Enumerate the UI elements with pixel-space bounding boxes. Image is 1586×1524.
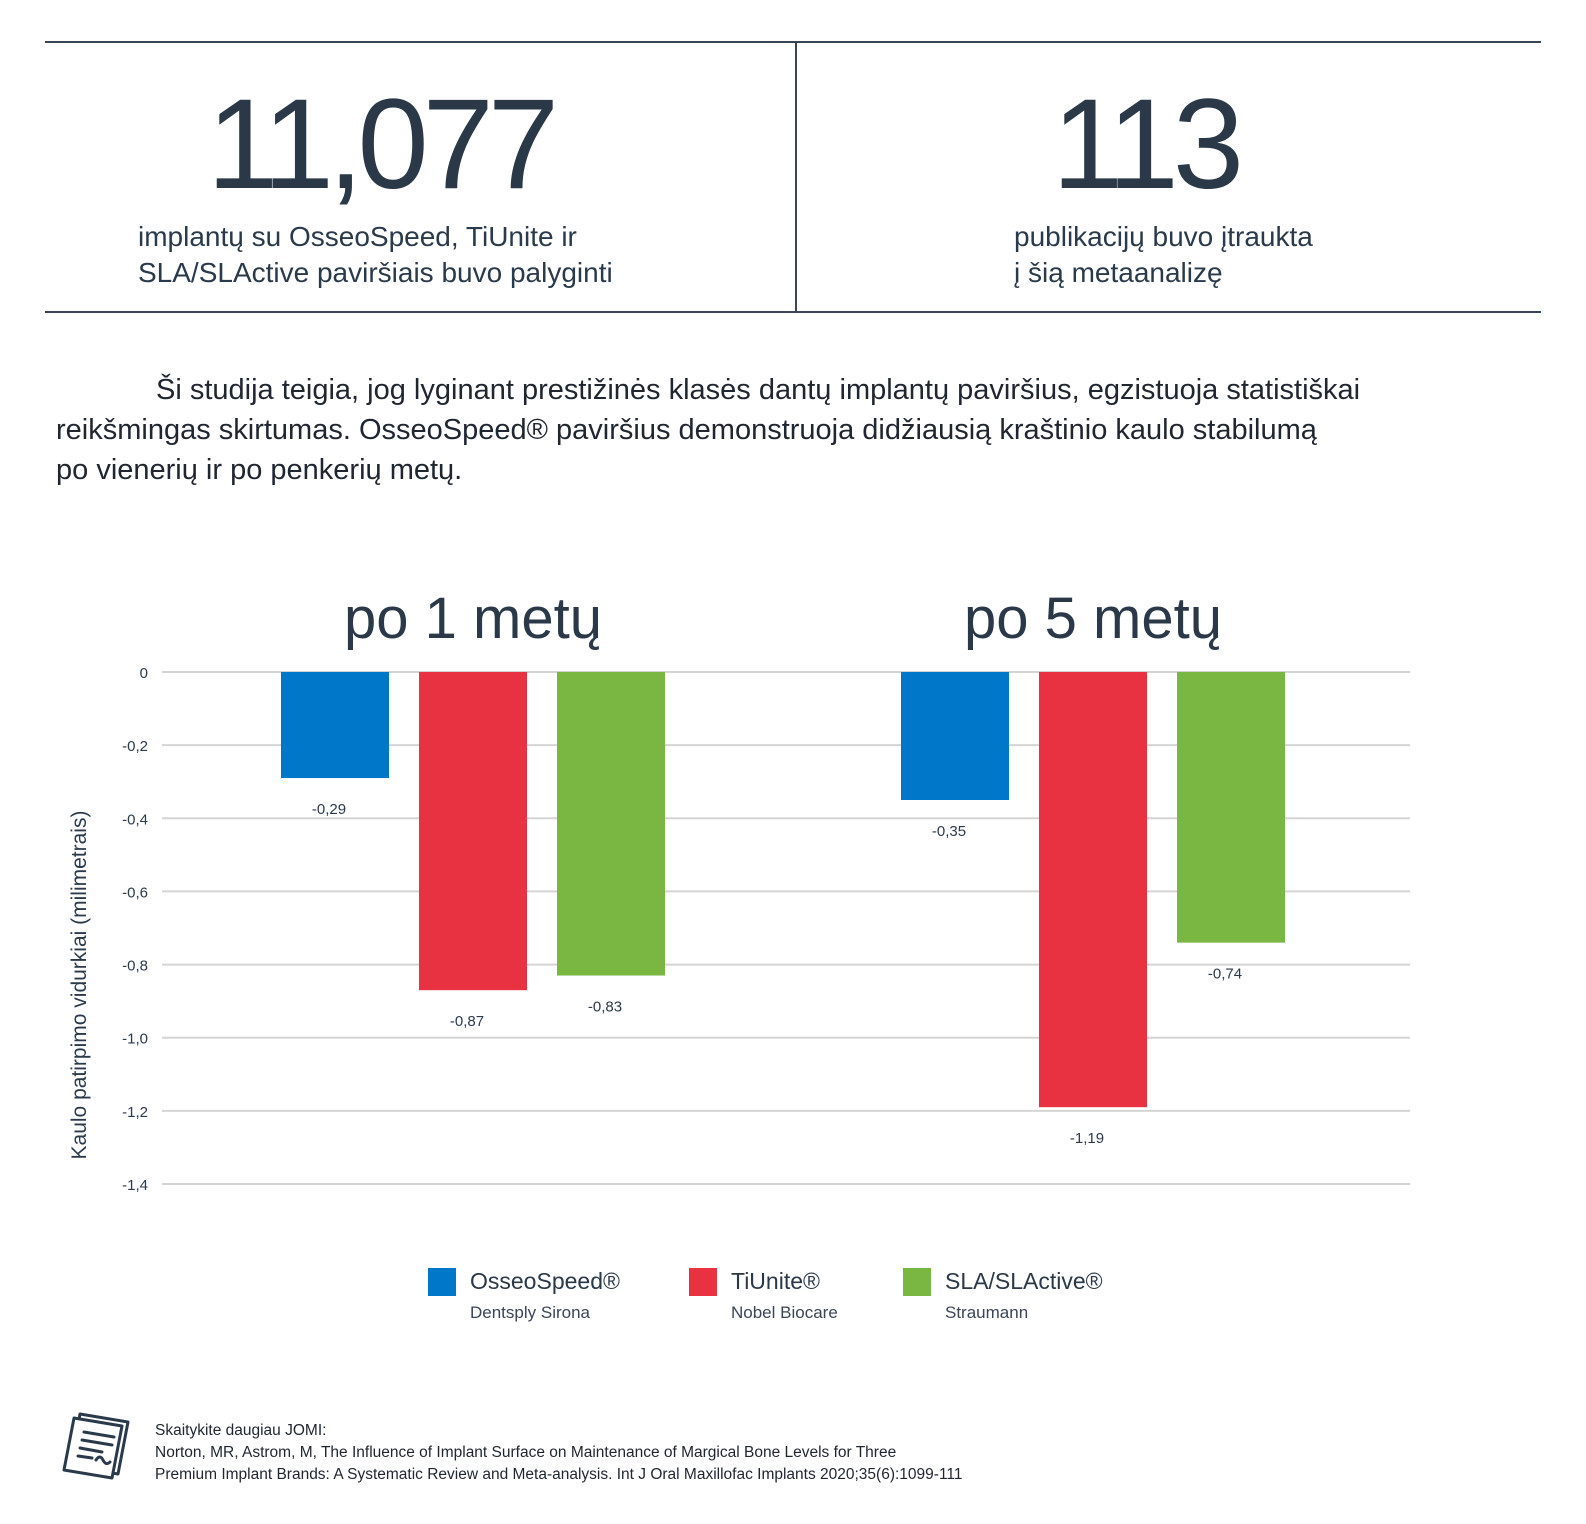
stat-implants-description: implantų su OsseoSpeed, TiUnite ir SLA/S… <box>138 219 613 291</box>
document-icon <box>62 1412 130 1480</box>
bar-slaslactive-1 <box>557 672 665 976</box>
stat-publications-description: publikacijų buvo įtraukta į šią metaanal… <box>1014 219 1313 291</box>
y-tick-label: -0,2 <box>122 738 148 755</box>
intro-line-3: po vienerių ir po penkerių metų. <box>56 454 463 486</box>
y-tick-label: 0 <box>140 665 148 682</box>
data-label: -0,29 <box>312 801 346 818</box>
data-label: -0,74 <box>1208 966 1242 983</box>
footer-line-1: Skaitykite daugiau JOMI: <box>155 1422 327 1439</box>
stat-implants-line-2: SLA/SLActive paviršiais buvo palyginti <box>138 257 613 288</box>
intro-paragraph: Ši studija teigia, jog lyginant prestiži… <box>56 370 1516 490</box>
stat-publications-line-2: į šią metaanalizę <box>1014 257 1223 288</box>
bar-osseospeed-2 <box>901 672 1009 800</box>
legend-brand-slactive: Straumann <box>945 1303 1029 1322</box>
stats-panel: 11,077 implantų su OsseoSpeed, TiUnite i… <box>45 41 1541 313</box>
data-label: -0,87 <box>450 1013 484 1030</box>
legend-swatch-slactive <box>903 1268 931 1296</box>
y-tick-label: -0,6 <box>122 884 148 901</box>
y-axis-label: Kaulo patirpimo vidurkiai (milimetrais) <box>68 811 91 1160</box>
bar-tiunite-2 <box>1039 672 1147 1108</box>
bone-loss-chart: 0 -0,2 -0,4 -0,6 -0,8 -1,0 -1,2 -1,4 Kaulo patir… <box>0 580 1586 1240</box>
footer-reference: Skaitykite daugiau JOMI: Norton, MR, Ast… <box>155 1420 963 1486</box>
footer-line-2: Norton, MR, Astrom, M, The Influence of … <box>155 1444 897 1461</box>
stat-publications-line-1: publikacijų buvo įtraukta <box>1014 221 1313 252</box>
y-tick-label: -1,2 <box>122 1104 148 1121</box>
stat-publications-number: 113 <box>1051 73 1244 216</box>
bar-chart-svg: 0 -0,2 -0,4 -0,6 -0,8 -1,0 -1,2 -1,4 Kaulo patir… <box>68 586 1410 1194</box>
data-label: -1,19 <box>1070 1130 1104 1147</box>
group-title: po 5 metų <box>964 586 1222 651</box>
bar-slaslactive-2 <box>1177 672 1285 943</box>
intro-line-1: Ši studija teigia, jog lyginant prestiži… <box>156 374 1361 406</box>
legend-swatch-tiunite <box>689 1268 717 1296</box>
legend-brand-tiunite: Nobel Biocare <box>731 1303 838 1322</box>
legend-brand-osseospeed: Dentsply Sirona <box>470 1303 591 1322</box>
y-tick-label: -0,4 <box>122 811 148 828</box>
legend-swatch-osseospeed <box>428 1268 456 1296</box>
y-tick-label: -1,4 <box>122 1177 148 1194</box>
stat-implants-number: 11,077 <box>207 73 559 216</box>
y-tick-label: -1,0 <box>122 1031 148 1048</box>
legend-label-slactive: SLA/SLActive® <box>945 1268 1103 1294</box>
stat-publications: 113 publikacijų buvo įtraukta į šią meta… <box>797 43 1541 311</box>
legend-label-osseospeed: OsseoSpeed® <box>470 1268 620 1294</box>
bar-osseospeed-1 <box>281 672 389 779</box>
y-tick-label: -0,8 <box>122 958 148 975</box>
stat-implants: 11,077 implantų su OsseoSpeed, TiUnite i… <box>45 43 795 311</box>
data-label: -0,35 <box>932 823 966 840</box>
footer-line-3: Premium Implant Brands: A Systematic Rev… <box>155 1466 963 1483</box>
intro-line-2: reikšmingas skirtumas. OsseoSpeed® pavir… <box>56 414 1317 446</box>
data-label: -0,83 <box>588 999 622 1016</box>
legend-label-tiunite: TiUnite® <box>731 1268 820 1294</box>
group-title: po 1 metų <box>344 586 602 651</box>
stat-implants-line-1: implantų su OsseoSpeed, TiUnite ir <box>138 221 577 252</box>
bar-tiunite-1 <box>419 672 527 991</box>
stats-divider <box>795 43 797 311</box>
